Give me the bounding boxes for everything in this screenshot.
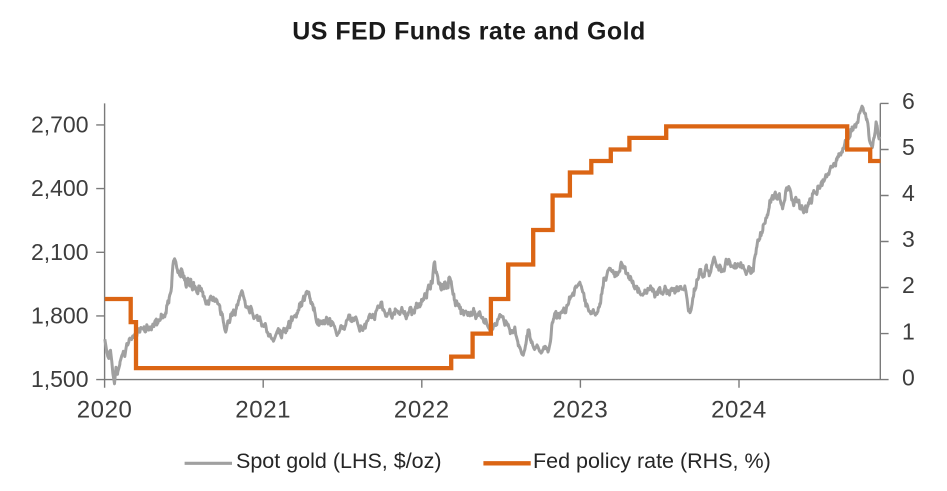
svg-text:2,700: 2,700: [31, 111, 89, 137]
svg-text:3: 3: [902, 226, 915, 252]
svg-text:1,800: 1,800: [31, 302, 89, 328]
svg-text:2,100: 2,100: [31, 239, 89, 265]
svg-text:2020: 2020: [77, 396, 133, 423]
svg-text:2023: 2023: [553, 396, 609, 423]
svg-text:1: 1: [902, 318, 915, 344]
svg-text:2022: 2022: [394, 396, 450, 423]
svg-text:Fed policy rate (RHS, %): Fed policy rate (RHS, %): [533, 449, 771, 473]
svg-text:6: 6: [902, 88, 915, 114]
svg-text:5: 5: [902, 134, 915, 160]
svg-text:US FED Funds rate and Gold: US FED Funds rate and Gold: [292, 17, 645, 45]
svg-text:4: 4: [902, 180, 915, 206]
svg-text:1,500: 1,500: [31, 366, 89, 392]
svg-text:Spot gold (LHS, $/oz): Spot gold (LHS, $/oz): [236, 449, 442, 473]
svg-text:2,400: 2,400: [31, 175, 89, 201]
svg-text:2021: 2021: [235, 396, 291, 423]
svg-text:2: 2: [902, 272, 915, 298]
svg-text:0: 0: [902, 364, 915, 390]
svg-text:2024: 2024: [711, 396, 767, 423]
